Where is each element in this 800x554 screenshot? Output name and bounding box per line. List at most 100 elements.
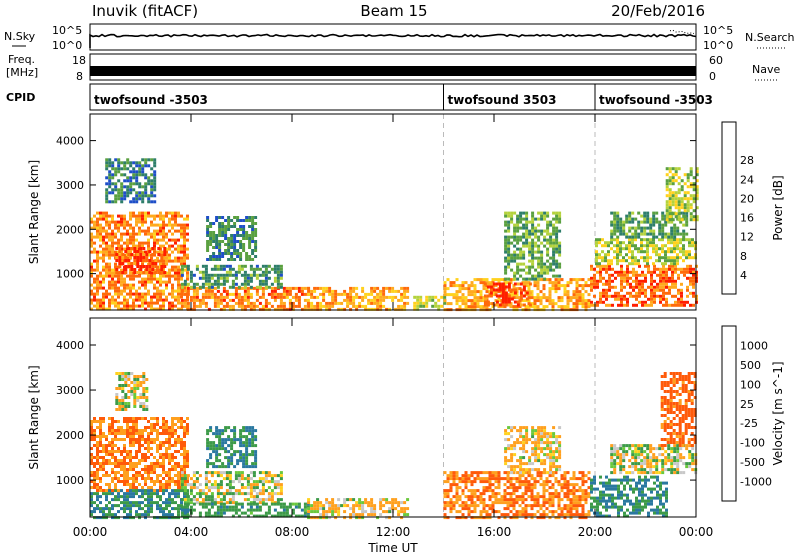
heatmap-cell: [554, 287, 558, 291]
heatmap-cell: [135, 501, 138, 505]
heatmap-cell: [334, 516, 338, 520]
heatmap-cell: [231, 285, 235, 289]
heatmap-cell: [662, 303, 665, 307]
heatmap-cell: [425, 301, 429, 305]
heatmap-cell: [683, 209, 687, 213]
heatmap-cell: [310, 510, 314, 514]
heatmap-cell: [234, 301, 238, 305]
heatmap-cell: [552, 226, 556, 230]
heatmap-cell: [282, 511, 286, 515]
heatmap-cell: [242, 465, 246, 469]
heatmap-cell: [141, 501, 144, 505]
heatmap-cell: [352, 295, 356, 299]
heatmap-cell: [695, 170, 699, 174]
heatmap-cell: [394, 507, 398, 511]
heatmap-cell: [258, 480, 262, 484]
heatmap-cell: [177, 307, 180, 311]
heatmap-cell: [531, 274, 535, 278]
heatmap-cell: [626, 273, 629, 277]
heatmap-cell: [307, 304, 311, 308]
heatmap-cell: [394, 295, 398, 299]
heatmap-cell: [584, 305, 588, 309]
heatmap-cell: [129, 170, 133, 174]
heatmap-cell: [692, 285, 695, 289]
heatmap-cell: [135, 217, 138, 221]
heatmap-cell: [151, 268, 155, 271]
heatmap-cell: [246, 508, 250, 512]
heatmap-cell: [121, 396, 125, 399]
heatmap-cell: [144, 188, 148, 192]
heatmap-cell: [230, 438, 234, 442]
heatmap-cell: [93, 510, 96, 514]
heatmap-cell: [111, 176, 115, 180]
heatmap-cell: [218, 240, 222, 243]
heatmap-cell: [246, 273, 250, 277]
heatmap-cell: [501, 291, 505, 295]
heatmap-cell: [209, 234, 213, 237]
heatmap-cell: [267, 276, 271, 280]
heatmap-cell: [676, 244, 679, 248]
heatmap-cell: [668, 209, 672, 213]
heatmap-cell: [575, 281, 579, 285]
heatmap-cell: [575, 305, 579, 309]
heatmap-cell: [171, 250, 174, 254]
heatmap-cell: [662, 297, 665, 301]
heatmap-cell: [93, 507, 96, 511]
heatmap-cell: [513, 223, 517, 227]
heatmap-cell: [276, 267, 280, 271]
heatmap-cell: [207, 508, 211, 512]
heatmap-cell: [528, 250, 532, 254]
heatmap-cell: [394, 501, 398, 505]
heatmap-cell: [483, 282, 487, 286]
heatmap-cell: [619, 241, 622, 245]
heatmap-cell: [180, 471, 184, 475]
heatmap-cell: [261, 514, 265, 518]
heatmap-cell: [138, 191, 142, 195]
heatmap-cell: [331, 298, 335, 302]
heatmap-cell: [180, 282, 184, 286]
heatmap-cell: [680, 297, 683, 301]
heatmap-cell: [96, 483, 99, 486]
heatmap-cell: [144, 498, 147, 502]
heatmap-cell: [132, 238, 135, 242]
heatmap-cell: [114, 286, 117, 290]
heatmap-cell: [653, 294, 656, 298]
heatmap-cell: [126, 468, 129, 471]
heatmap-cell: [608, 288, 611, 292]
heatmap-cell: [186, 450, 189, 453]
heatmap-cell: [156, 480, 159, 483]
heatmap-cell: [186, 514, 190, 518]
heatmap-cell: [133, 396, 137, 399]
heatmap-cell: [279, 514, 283, 518]
heatmap-cell: [111, 188, 115, 192]
heatmap-cell: [141, 194, 145, 198]
heatmap-cell: [686, 300, 689, 304]
heatmap-cell: [138, 450, 141, 453]
heatmap-cell: [406, 289, 410, 293]
heatmap-cell: [255, 483, 259, 487]
heatmap-cell: [141, 492, 144, 496]
heatmap-cell: [132, 244, 135, 248]
heatmap-cell: [267, 498, 271, 502]
heatmap-cell: [552, 223, 556, 227]
heatmap-cell: [177, 256, 180, 260]
heatmap-cell: [105, 507, 108, 511]
heatmap-cell: [162, 501, 165, 505]
heatmap-cell: [507, 288, 511, 292]
heatmap-cell: [221, 252, 225, 255]
heatmap-cell: [533, 299, 537, 303]
heatmap-cell: [686, 270, 689, 274]
heatmap-cell: [282, 286, 286, 290]
heatmap-cell: [264, 489, 268, 493]
heatmap-cell: [228, 307, 232, 311]
heatmap-cell: [479, 281, 483, 285]
heatmap-cell: [204, 286, 208, 290]
heatmap-cell: [162, 417, 165, 420]
heatmap-cell: [616, 241, 619, 245]
heatmap-cell: [221, 429, 225, 433]
heatmap-cell: [180, 438, 183, 441]
heatmap-cell: [93, 250, 96, 254]
heatmap-cell: [659, 288, 662, 292]
heatmap-cell: [251, 444, 255, 448]
heatmap-cell: [99, 271, 102, 275]
